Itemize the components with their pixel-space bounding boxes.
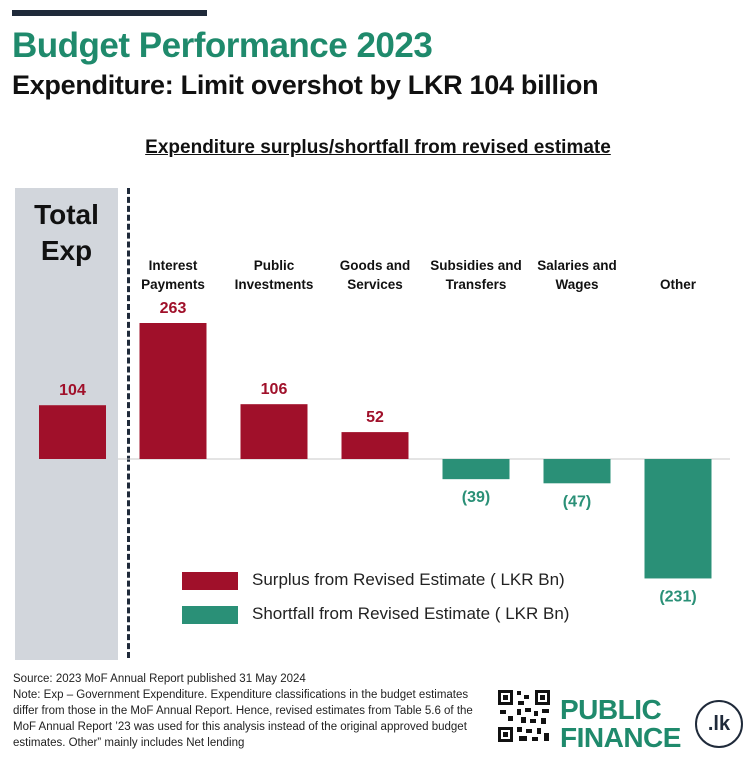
brand-badge: .lk [695,700,743,748]
bar-4 [543,459,611,484]
dashed-divider [127,188,130,658]
source-text: Source: 2023 MoF Annual Report published… [13,673,306,685]
top-accent-bar [12,10,207,16]
qr-code-icon [497,689,551,743]
legend-label-shortfall: Shortfall from Revised Estimate ( LKR Bn… [252,604,570,623]
category-label-5: Other [659,277,696,292]
page-title: Budget Performance 2023 [12,26,433,65]
bar-total-exp [39,405,106,459]
chart-title: Expenditure surplus/shortfall from revis… [145,137,611,158]
data-label-4: (47) [563,493,591,510]
data-label-2: 52 [366,409,384,426]
bar-1 [240,404,308,459]
note-text: Note: Exp – Government Expenditure. Expe… [13,689,473,749]
category-label-0: Interest Payments [141,258,205,292]
data-label-total: 104 [59,382,86,399]
legend-swatch-shortfall [182,606,238,624]
data-label-0: 263 [160,300,187,317]
bar-0 [139,323,207,459]
bar-5 [644,459,712,579]
category-label-3: Subsidies and Transfers [430,258,522,292]
data-label-5: (231) [659,588,696,605]
bar-2 [341,432,409,459]
page-subtitle: Expenditure: Limit overshot by LKR 104 b… [12,70,599,100]
total-expenditure-label: Total Exp [34,199,99,266]
category-label-4: Salaries and Wages [537,258,617,292]
legend-label-surplus: Surplus from Revised Estimate ( LKR Bn) [252,570,565,589]
data-label-1: 106 [261,381,288,398]
data-label-3: (39) [462,489,490,506]
legend-swatch-surplus [182,572,238,590]
brand-logo-text: PUBLIC FINANCE [560,694,681,753]
category-label-2: Goods and Services [339,258,411,292]
category-label-1: Public Investments [234,258,314,292]
bar-3 [442,459,510,480]
